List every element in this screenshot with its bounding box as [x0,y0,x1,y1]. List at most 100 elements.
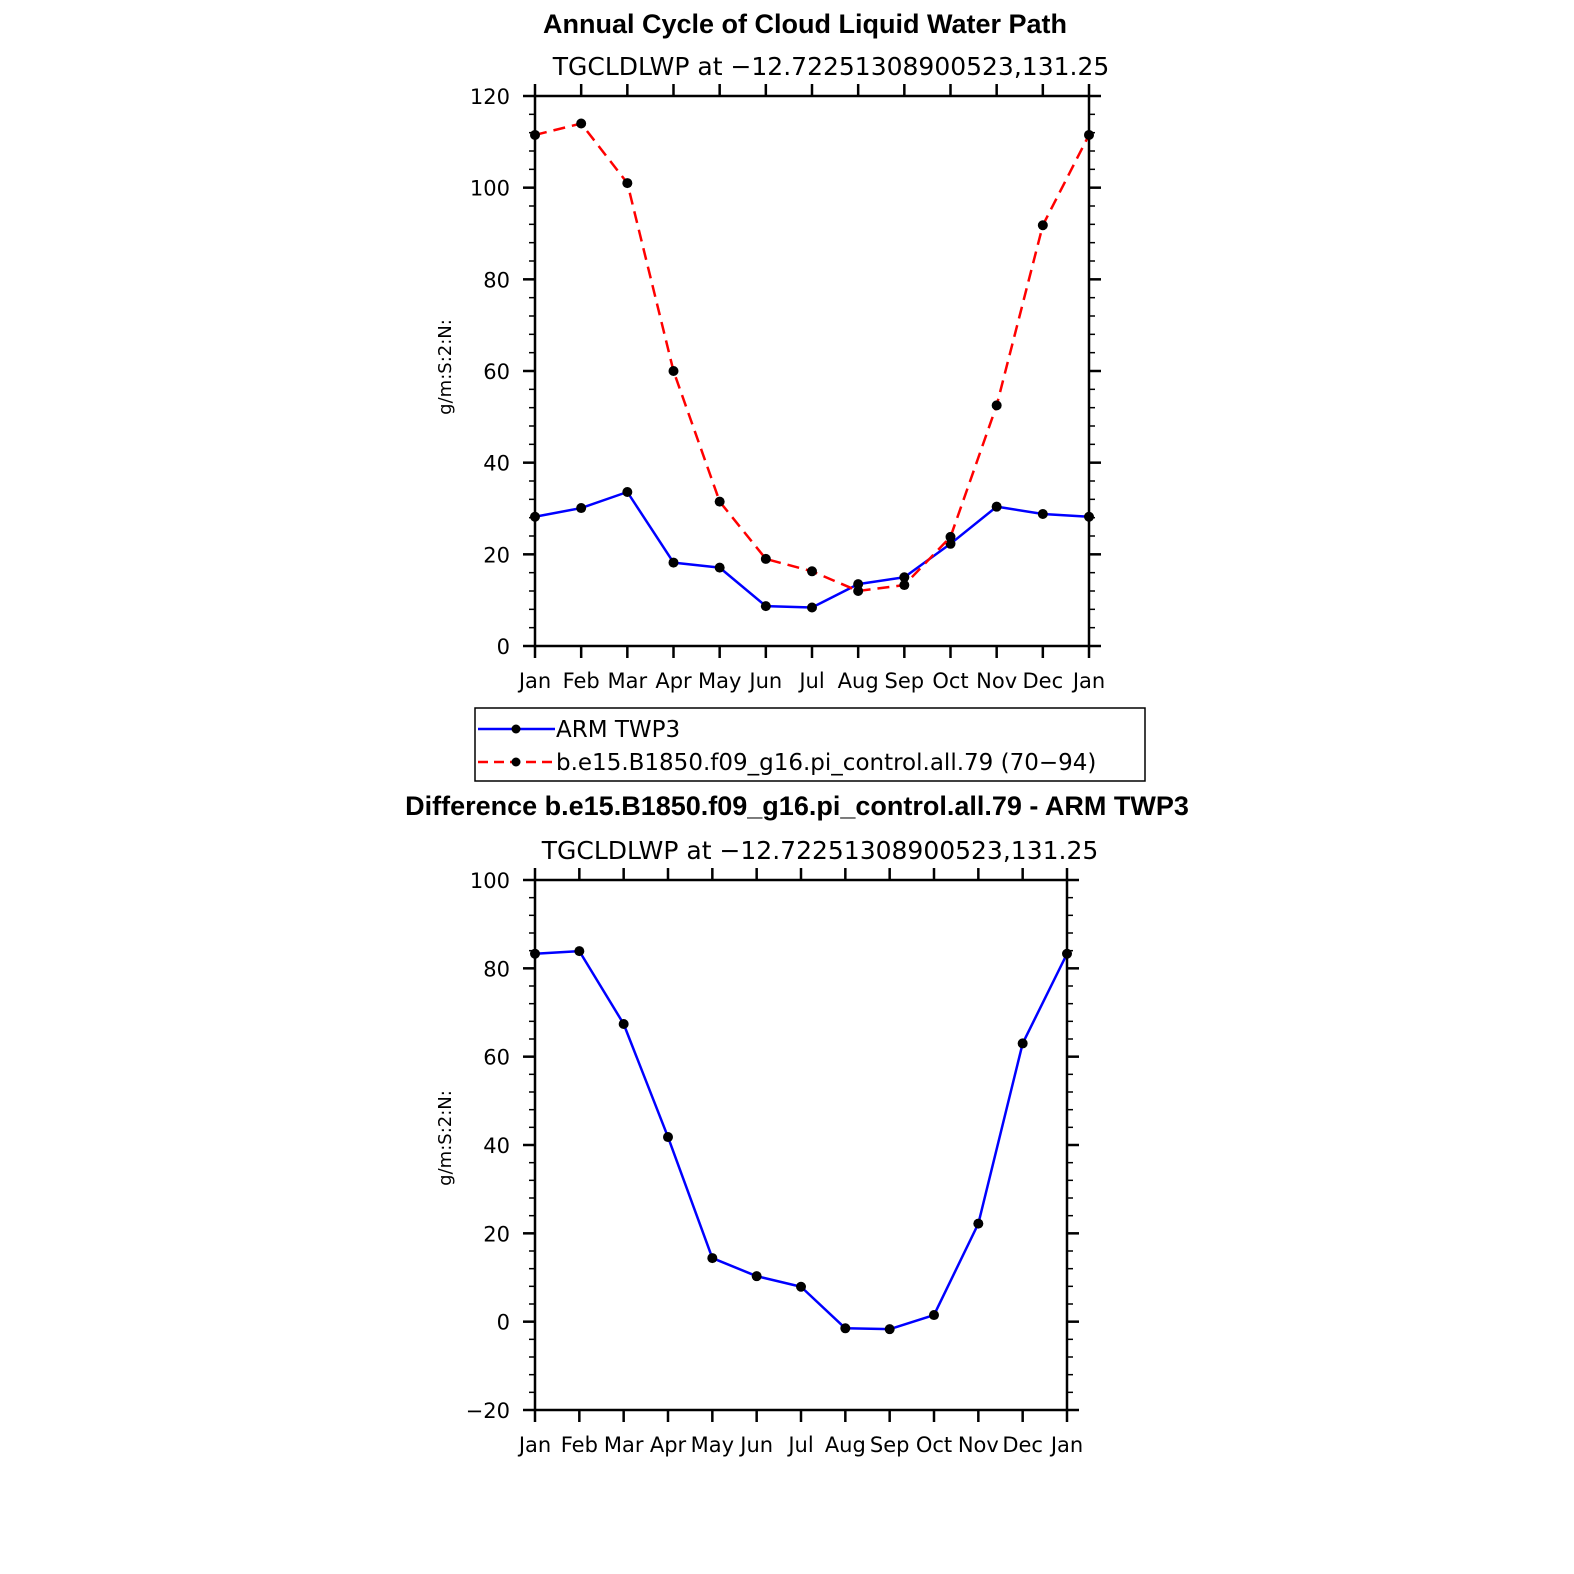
data-point [945,531,956,542]
y-tick-label: 100 [470,177,510,201]
data-point [751,1271,762,1282]
data-point [899,580,910,591]
y-tick-label: 80 [483,957,510,981]
plot-frame [533,878,1069,1412]
legend-marker-arm [511,724,521,734]
x-tick-label: Dec [1002,1433,1043,1457]
legend-entry-model: b.e15.B1850.f09_g16.pi_control.all.79 (7… [556,750,1096,776]
y-tick-label: 0 [497,635,510,659]
series-line-1 [534,122,1091,593]
data-point [899,572,910,583]
y-tick-label: 20 [483,543,510,567]
cloud-water-annual-cycle-chart: Annual Cycle of Cloud Liquid Water Path … [435,9,1146,782]
data-point [760,601,771,612]
x-tick-label: Aug [825,1433,866,1457]
data-point [840,1323,851,1334]
data-point [576,118,587,129]
y-tick-label: −20 [466,1399,510,1423]
data-point [807,602,817,613]
x-tick-label: Jul [797,669,824,693]
data-point [1017,1038,1028,1049]
y-tick-label: 60 [483,1046,510,1070]
legend-box [474,707,1146,782]
y-tick-label: 0 [497,1311,510,1335]
data-point [884,1324,895,1335]
plot-area: Jan Feb Mar Apr May Jun Jul Aug Sep Oct Nov Dec Jan 0… [470,84,1105,693]
data-point [1084,129,1094,140]
x-tick-label: Apr [655,669,692,693]
chart-subtitle: TGCLDLWP at −12.72251308900523,131.25 [552,52,1110,81]
data-point [760,553,771,564]
x-tick-label: Jun [738,1433,773,1457]
data-point [1037,220,1048,231]
data-point [714,562,725,573]
x-tick-label: Mar [604,1433,644,1457]
y-axis-label: g/m:S:2:N: [435,319,456,415]
x-tick-label: Sep [870,1433,910,1457]
x-tick-label: Jan [1049,1433,1083,1457]
y-tick-label: 40 [483,452,510,476]
data-point [618,1018,629,1029]
chart-title: Difference b.e15.B1850.f09_g16.pi_contro… [405,791,1189,821]
data-point [668,366,679,376]
x-tick-label: Jul [786,1433,813,1457]
x-tick-label: Jun [747,669,782,693]
difference-chart: Difference b.e15.B1850.f09_g16.pi_contro… [405,791,1189,1457]
y-tick-label: 120 [470,85,510,109]
y-axis-label: g/m:S:2:N: [435,1090,456,1186]
chart-subtitle: TGCLDLWP at −12.72251308900523,131.25 [541,836,1099,865]
x-tick-label: Oct [916,1433,952,1457]
data-point [853,586,864,596]
data-point [929,1310,939,1321]
data-point [663,1132,673,1143]
data-point [945,538,956,549]
series-line-0 [534,949,1069,1331]
y-tick-label: 20 [483,1222,510,1246]
x-tick-label: Nov [976,669,1017,693]
data-point [1062,948,1072,959]
x-tick-label: Dec [1023,669,1064,693]
x-tick-label: Apr [650,1433,687,1457]
plot-area: Jan Feb Mar Apr May Jun Jul Aug Sep Oct Nov Dec Jan−… [466,868,1083,1457]
x-tick-label: Oct [932,669,968,693]
data-point [807,566,817,577]
x-tick-label: Jan [517,1433,551,1457]
data-point [991,501,1002,512]
data-point [530,511,540,522]
data-point [707,1253,718,1264]
x-tick-label: Nov [958,1433,999,1457]
x-tick-label: Sep [885,669,925,693]
series-line-0 [534,490,1090,609]
data-point [576,503,587,514]
chart-title: Annual Cycle of Cloud Liquid Water Path [543,9,1067,39]
data-point [668,557,679,568]
y-tick-label: 80 [483,268,510,292]
y-tick-label: 100 [470,869,510,893]
x-tick-label: Aug [838,669,879,693]
data-point [1084,511,1094,522]
x-tick-label: Jan [1071,669,1105,693]
x-tick-label: Jan [517,669,551,693]
data-point [973,1218,984,1229]
x-tick-label: May [698,669,741,693]
y-tick-label: 40 [483,1134,510,1158]
legend-marker-model [511,757,521,767]
data-point [574,946,585,957]
y-tick-label: 60 [483,360,510,384]
data-point [1037,509,1048,519]
data-point [796,1281,806,1292]
legend: ARM TWP3 b.e15.B1850.f09_g16.pi_control.… [474,707,1146,782]
data-point [853,579,864,590]
legend-entry-arm: ARM TWP3 [556,717,680,743]
data-point [530,948,540,959]
data-point [622,178,633,189]
x-tick-label: Feb [563,669,600,693]
data-point [622,487,633,497]
x-tick-label: May [691,1433,734,1457]
data-point [991,400,1002,411]
x-tick-label: Feb [561,1433,598,1457]
data-point [714,496,725,507]
x-tick-label: Mar [608,669,648,693]
data-point [530,129,540,140]
